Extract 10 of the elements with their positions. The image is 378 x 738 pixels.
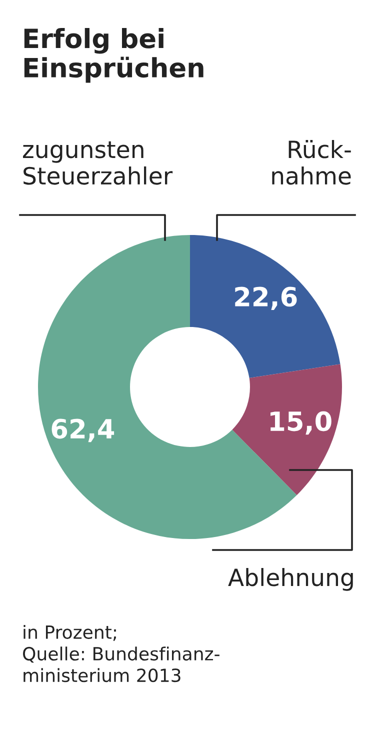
donut-slice (190, 235, 340, 378)
slice-label: Ablehnung (228, 568, 353, 591)
data-label: 22,6 (235, 286, 297, 310)
data-label: 15,0 (270, 411, 332, 435)
chart-title: Erfolg bei Einsprüchen (24, 28, 204, 83)
donut-slice (232, 364, 342, 496)
slice-label: zugunsten Steuerzahler (23, 141, 173, 185)
text: in Prozent; Quelle: Bundesfinanz- ministerium 2013 (23, 625, 220, 682)
data-label: 62,4 (52, 418, 114, 442)
slice-label: Rück- nahme (272, 140, 351, 185)
